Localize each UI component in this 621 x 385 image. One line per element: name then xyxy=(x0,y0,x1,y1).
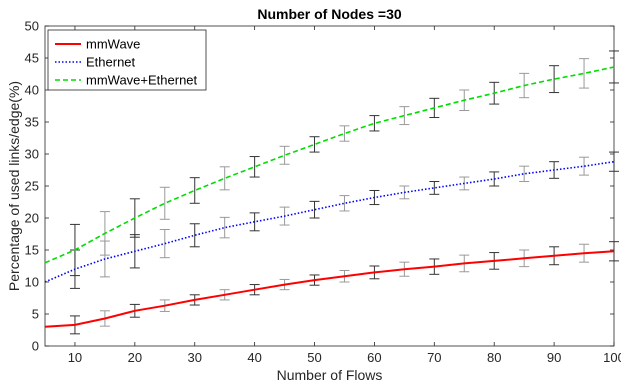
error-bars-2 xyxy=(69,50,619,277)
x-tick-label: 100 xyxy=(603,350,621,365)
x-tick-label: 80 xyxy=(487,350,501,365)
y-tick-label: 20 xyxy=(25,211,39,226)
x-axis-ticks: 10 20 30 40 50 60 70 80 90 100 xyxy=(68,26,621,365)
series-line-2 xyxy=(44,66,615,264)
y-axis-label: Percentage of used links/edge(%) xyxy=(6,81,22,291)
error-bars-1 xyxy=(69,151,619,289)
y-tick-label: 25 xyxy=(25,179,39,194)
y-tick-label: 50 xyxy=(25,19,39,34)
x-tick-label: 50 xyxy=(307,350,321,365)
y-tick-label: 5 xyxy=(32,307,39,322)
x-tick-label: 70 xyxy=(427,350,441,365)
legend-label: mmWave+Ethernet xyxy=(86,73,198,88)
chart-title: Number of Nodes =30 xyxy=(257,6,402,22)
x-tick-label: 60 xyxy=(367,350,381,365)
plot-area xyxy=(44,25,619,347)
y-axis-ticks: 0 5 10 15 20 25 30 35 40 45 50 xyxy=(25,19,614,354)
y-tick-label: 15 xyxy=(25,243,39,258)
error-bars-0 xyxy=(69,241,619,335)
series-line-0 xyxy=(44,250,615,328)
y-tick-label: 45 xyxy=(25,51,39,66)
y-tick-label: 30 xyxy=(25,147,39,162)
y-tick-label: 40 xyxy=(25,83,39,98)
x-axis-label: Number of Flows xyxy=(277,367,383,383)
legend-label: mmWave xyxy=(86,37,140,52)
y-tick-label: 35 xyxy=(25,115,39,130)
y-tick-label: 10 xyxy=(25,275,39,290)
y-tick-label: 0 xyxy=(32,339,39,354)
x-tick-label: 20 xyxy=(128,350,142,365)
x-tick-label: 90 xyxy=(547,350,561,365)
legend: mmWave Ethernet mmWave+Ethernet xyxy=(47,29,207,91)
series-line-1 xyxy=(44,160,615,283)
legend-label: Ethernet xyxy=(86,55,136,70)
x-tick-label: 10 xyxy=(68,350,82,365)
x-tick-label: 40 xyxy=(247,350,261,365)
x-tick-label: 30 xyxy=(188,350,202,365)
